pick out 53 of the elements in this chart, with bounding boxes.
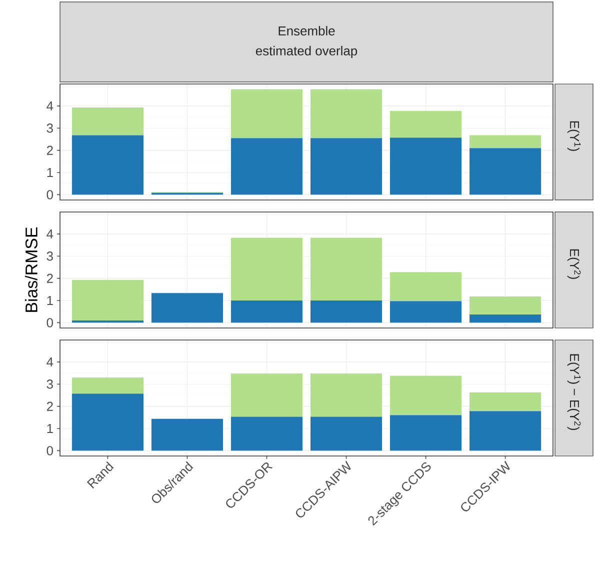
bar: [470, 411, 542, 451]
bar: [230, 238, 303, 300]
y-tick-label: 4: [46, 101, 54, 110]
y-tick-label: 1: [47, 168, 53, 177]
bar: [72, 135, 144, 195]
y-tick-label: 1: [47, 424, 53, 433]
bar: [390, 376, 462, 416]
bar: [151, 293, 224, 323]
bar: [390, 272, 462, 302]
y-tick-label: 2: [46, 402, 53, 411]
bar: [390, 110, 462, 138]
y-tick-label: 1: [47, 296, 53, 305]
y2-axis-title: E(Y$^{1}$): [567, 121, 581, 151]
bar: [72, 320, 144, 323]
bar: [72, 377, 144, 394]
bar: [470, 135, 542, 148]
bar: [230, 300, 303, 323]
bar: [230, 89, 303, 138]
bar: [310, 416, 382, 451]
text: estimated overlap: [256, 46, 358, 58]
bar: [310, 300, 382, 323]
bar: [310, 238, 382, 300]
bar: [72, 107, 144, 136]
bar: [390, 415, 462, 451]
bar: [470, 392, 542, 412]
bar: [230, 138, 303, 195]
bar: [72, 280, 144, 320]
y-axis-title: Bias/RMSE: [25, 227, 38, 312]
y-tick-label: 4: [46, 229, 54, 238]
y2-axis-title: E(Y$^{2}$): [567, 249, 581, 279]
y-tick-label: 0: [46, 446, 53, 456]
bar: [470, 314, 542, 323]
y2-axis-title: E(Y$^{1}$) − E(Y$^{2}$): [567, 354, 581, 430]
bar: [72, 394, 144, 451]
bar: [470, 148, 542, 195]
bar: [230, 373, 303, 417]
bar: [310, 89, 382, 138]
bar: [390, 301, 462, 323]
bar: [151, 418, 224, 451]
y-tick-label: 2: [46, 274, 53, 283]
bar: [470, 296, 542, 314]
y-tick-label: 2: [46, 146, 53, 155]
y-tick-label: 3: [46, 252, 53, 261]
y-tick-label: 0: [46, 318, 53, 328]
y-tick-label: 3: [46, 124, 53, 133]
bar: [310, 373, 382, 417]
y-tick-label: 4: [46, 357, 54, 366]
bar: [390, 138, 462, 195]
bar: [310, 138, 382, 195]
text: Ensemble: [278, 26, 335, 36]
bar: [230, 416, 303, 451]
y-tick-label: 0: [46, 190, 53, 200]
y-tick-label: 3: [46, 380, 53, 389]
